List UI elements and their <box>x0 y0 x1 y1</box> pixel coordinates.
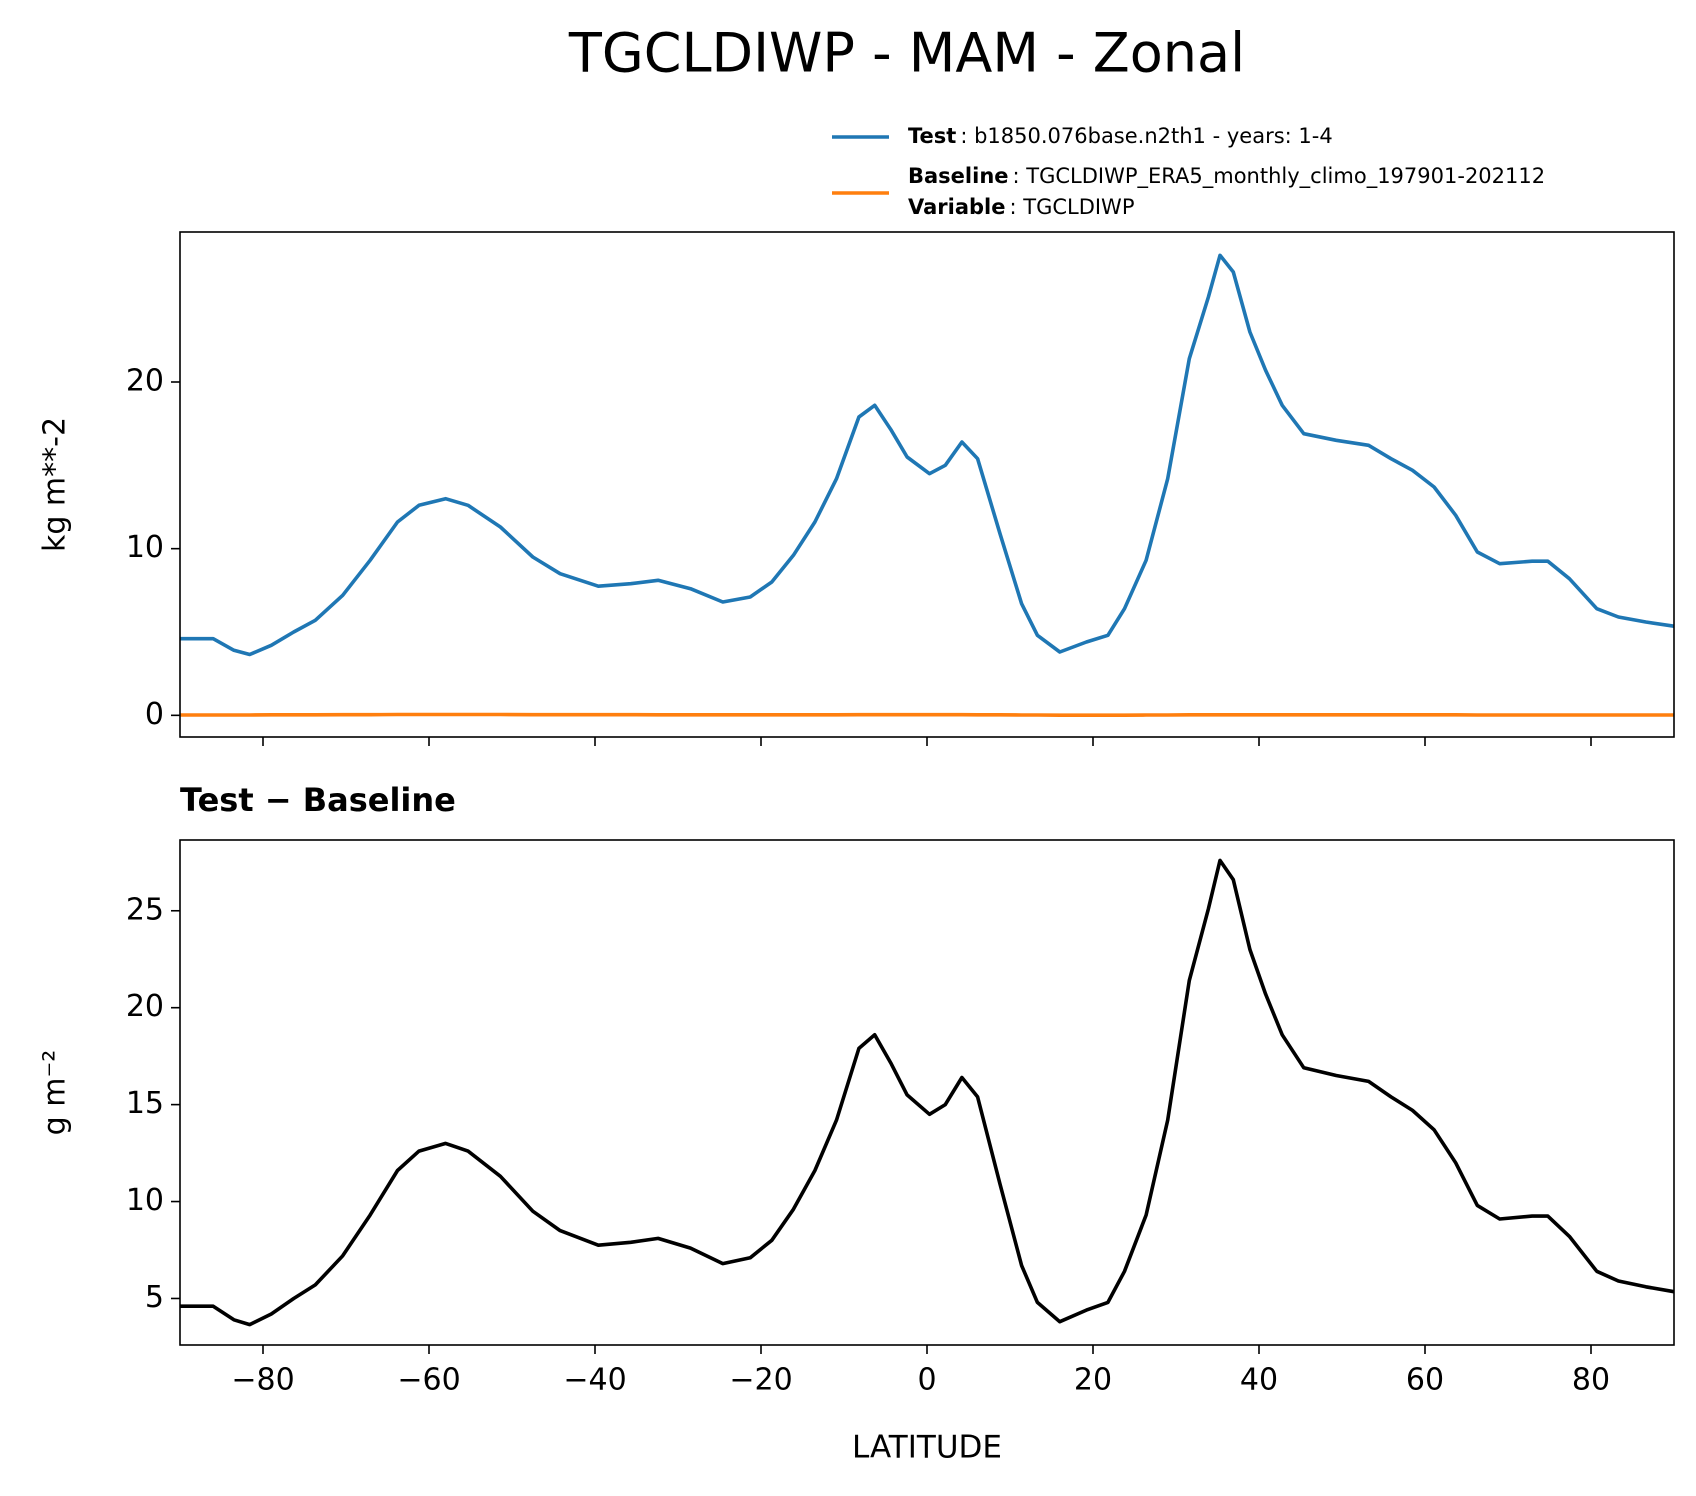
x-tick-label: 60 <box>1406 1363 1444 1398</box>
subplot-title: Test − Baseline <box>180 781 456 819</box>
y-axis-label: kg m**-2 <box>38 417 73 552</box>
y-axis-label: g m⁻² <box>38 1050 73 1136</box>
y-tick-label: 0 <box>145 697 164 732</box>
legend-name: Variable <box>908 195 1005 219</box>
series-line <box>180 253 1675 657</box>
x-tick-label: −60 <box>397 1363 460 1398</box>
legend-name: Baseline <box>908 164 1009 188</box>
legend-detail: : b1850.076base.n2th1 - years: 1-4 <box>960 124 1332 148</box>
legend-detail: : TGCLDIWP_ERA5_monthly_climo_197901-202… <box>1013 164 1546 189</box>
x-tick-label: −80 <box>231 1363 294 1398</box>
x-tick-label: 40 <box>1240 1363 1278 1398</box>
y-tick-label: 20 <box>126 364 164 399</box>
x-tick-label: 20 <box>1074 1363 1112 1398</box>
y-tick-label: 15 <box>126 1086 164 1121</box>
y-tick-label: 10 <box>126 1183 164 1218</box>
plot-frame <box>179 231 1675 738</box>
legend-entry: Variable: TGCLDIWP <box>908 195 1135 219</box>
x-axis-label: LATITUDE <box>852 1430 1002 1466</box>
y-tick-label: 25 <box>126 892 164 927</box>
x-tick-label: −40 <box>563 1363 626 1398</box>
plot-frame <box>179 839 1675 1346</box>
y-tick-label: 10 <box>126 530 164 565</box>
figure-title: TGCLDIWP - MAM - Zonal <box>568 22 1245 85</box>
x-tick-label: 80 <box>1572 1363 1610 1398</box>
y-tick-label: 20 <box>126 989 164 1024</box>
x-tick-label: −20 <box>729 1363 792 1398</box>
legend-detail: : TGCLDIWP <box>1009 195 1134 219</box>
series-line <box>180 712 1674 717</box>
series-line <box>180 858 1675 1327</box>
legend-entry: Test: b1850.076base.n2th1 - years: 1-4 <box>908 124 1333 148</box>
legend-name: Test <box>908 124 956 148</box>
y-tick-label: 5 <box>145 1280 164 1315</box>
legend-entry: Baseline: TGCLDIWP_ERA5_monthly_climo_19… <box>908 164 1545 189</box>
x-tick-label: 0 <box>917 1363 936 1398</box>
